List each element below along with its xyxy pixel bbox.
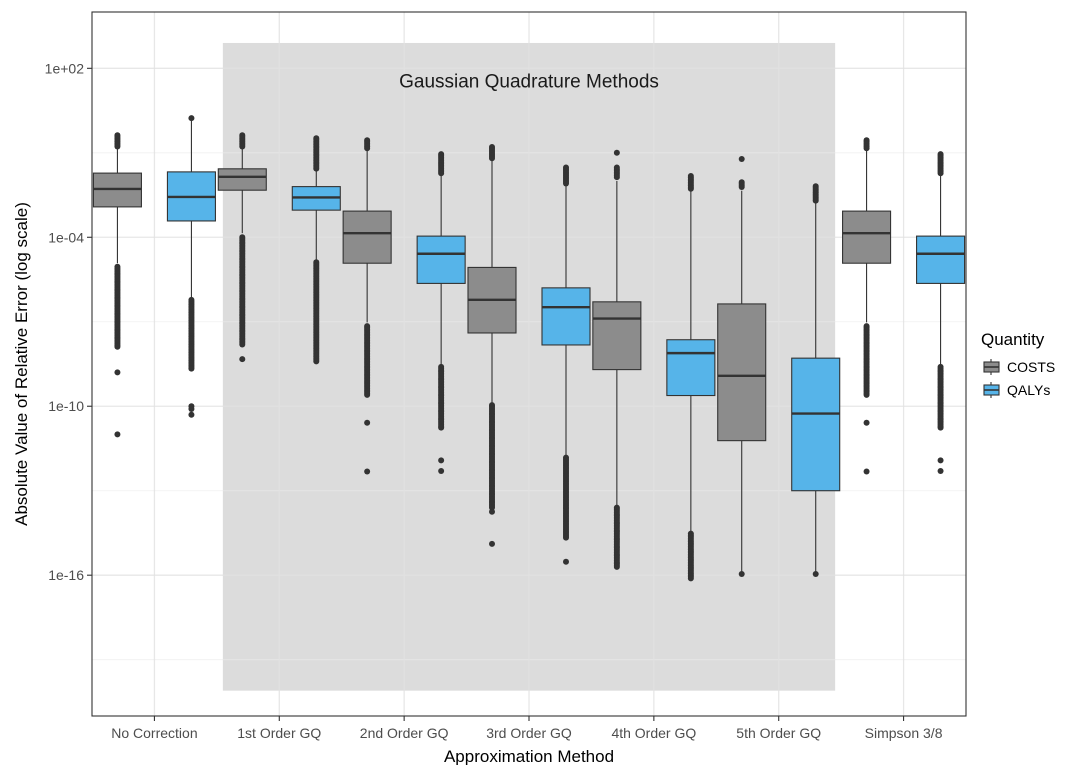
box-qalys-3 <box>541 164 591 565</box>
box-costs-0 <box>92 132 142 438</box>
x-tick-label: 2nd Order GQ <box>360 725 449 741</box>
y-tick-label: 1e-16 <box>48 567 84 583</box>
outlier-point-high <box>489 155 495 162</box>
outlier-point-low <box>364 391 371 398</box>
outlier-point-low <box>687 575 694 582</box>
outlier-point-high <box>613 149 620 156</box>
x-tick-label: 1st Order GQ <box>237 725 321 741</box>
outlier-point-low <box>812 571 819 578</box>
box-iqr <box>791 357 841 492</box>
legend-label-qalys: QALYs <box>1007 382 1050 398</box>
outlier-point-low <box>563 534 569 541</box>
box-iqr <box>342 210 392 264</box>
box-qalys-2 <box>416 151 466 475</box>
outlier-point-low <box>863 419 870 426</box>
y-tick-label: 1e-04 <box>48 229 84 245</box>
box-costs-1 <box>217 132 267 363</box>
outlier-point-low <box>438 457 445 464</box>
outlier-point-low <box>563 558 569 565</box>
box-iqr <box>217 168 267 191</box>
outlier-point-high <box>738 184 745 191</box>
outlier-point-low <box>364 419 371 426</box>
outlier-point-low <box>613 563 620 570</box>
outlier-point-low <box>937 457 944 464</box>
legend-label-costs: COSTS <box>1007 359 1055 375</box>
outlier-point-low <box>313 358 320 365</box>
outlier-point-high <box>364 145 371 152</box>
legend-title: Quantity <box>981 330 1045 349</box>
box-iqr <box>592 301 642 371</box>
outlier-point-low <box>239 341 246 348</box>
x-tick-label: No Correction <box>111 725 197 741</box>
outlier-point-low <box>188 405 195 412</box>
box-costs-6 <box>842 137 892 475</box>
box-costs-5 <box>717 156 767 578</box>
outlier-point-low <box>863 391 870 398</box>
outlier-point-high <box>313 165 320 172</box>
outlier-point-low <box>489 508 495 515</box>
outlier-point-low <box>489 540 495 547</box>
outlier-point-high <box>937 170 944 177</box>
outlier-point-low <box>438 468 445 475</box>
box-qalys-1 <box>291 135 341 365</box>
box-iqr <box>717 303 767 442</box>
outlier-point-high <box>114 143 121 150</box>
x-tick-label: 3rd Order GQ <box>486 725 572 741</box>
outlier-point-low <box>438 424 445 431</box>
outlier-point-low <box>188 365 195 372</box>
box-costs-3 <box>467 144 517 547</box>
shaded-region-label: Gaussian Quadrature Methods <box>399 72 659 93</box>
y-axis: 1e+02 1e-04 1e-10 1e-16 <box>45 60 92 583</box>
box-iqr <box>666 339 716 397</box>
grid-layer <box>92 12 966 716</box>
outlier-point-low <box>937 468 944 475</box>
legend: Quantity COSTS QALYs <box>981 330 1055 398</box>
box-costs-2 <box>342 137 392 475</box>
box-costs-4 <box>592 149 642 570</box>
outlier-point-high <box>563 180 569 187</box>
y-axis-title: Absolute Value of Relative Error (log sc… <box>12 202 31 526</box>
outlier-point-high <box>613 174 620 181</box>
y-tick-label: 1e-10 <box>48 398 84 414</box>
box-iqr <box>541 287 591 346</box>
box-qalys-0 <box>166 115 216 418</box>
outlier-point-low <box>364 468 371 475</box>
outlier-point-low <box>937 424 944 431</box>
boxes-layer <box>92 115 966 582</box>
outlier-point-low <box>738 571 745 578</box>
x-tick-label: 4th Order GQ <box>611 725 696 741</box>
x-axis: No Correction 1st Order GQ 2nd Order GQ 3rd… <box>111 716 943 741</box>
outlier-point-high <box>863 145 870 152</box>
outlier-point-low <box>489 504 495 511</box>
outlier-point-high <box>188 115 195 122</box>
outlier-point-low <box>188 411 195 418</box>
outlier-point-low <box>863 468 870 475</box>
outlier-point-low <box>114 369 121 376</box>
outlier-point-high <box>812 197 819 204</box>
x-tick-label: 5th Order GQ <box>736 725 821 741</box>
outlier-point-high <box>438 170 445 177</box>
outlier-point-low <box>114 343 121 350</box>
outlier-point-low <box>114 431 121 438</box>
outlier-point-high <box>239 143 246 150</box>
y-tick-label: 1e+02 <box>45 60 85 76</box>
box-iqr <box>842 210 892 264</box>
outlier-point-high <box>738 156 745 163</box>
box-iqr <box>916 235 966 284</box>
legend-key-costs <box>983 359 1000 375</box>
x-axis-title: Approximation Method <box>444 747 614 765</box>
outlier-point-high <box>687 185 694 192</box>
legend-key-qalys <box>983 382 1000 398</box>
box-qalys-5 <box>791 183 841 578</box>
outlier-point-low <box>239 356 246 363</box>
box-iqr <box>416 235 466 284</box>
x-tick-label: Simpson 3/8 <box>865 725 943 741</box>
box-qalys-6 <box>916 151 966 475</box>
box-qalys-4 <box>666 173 716 582</box>
